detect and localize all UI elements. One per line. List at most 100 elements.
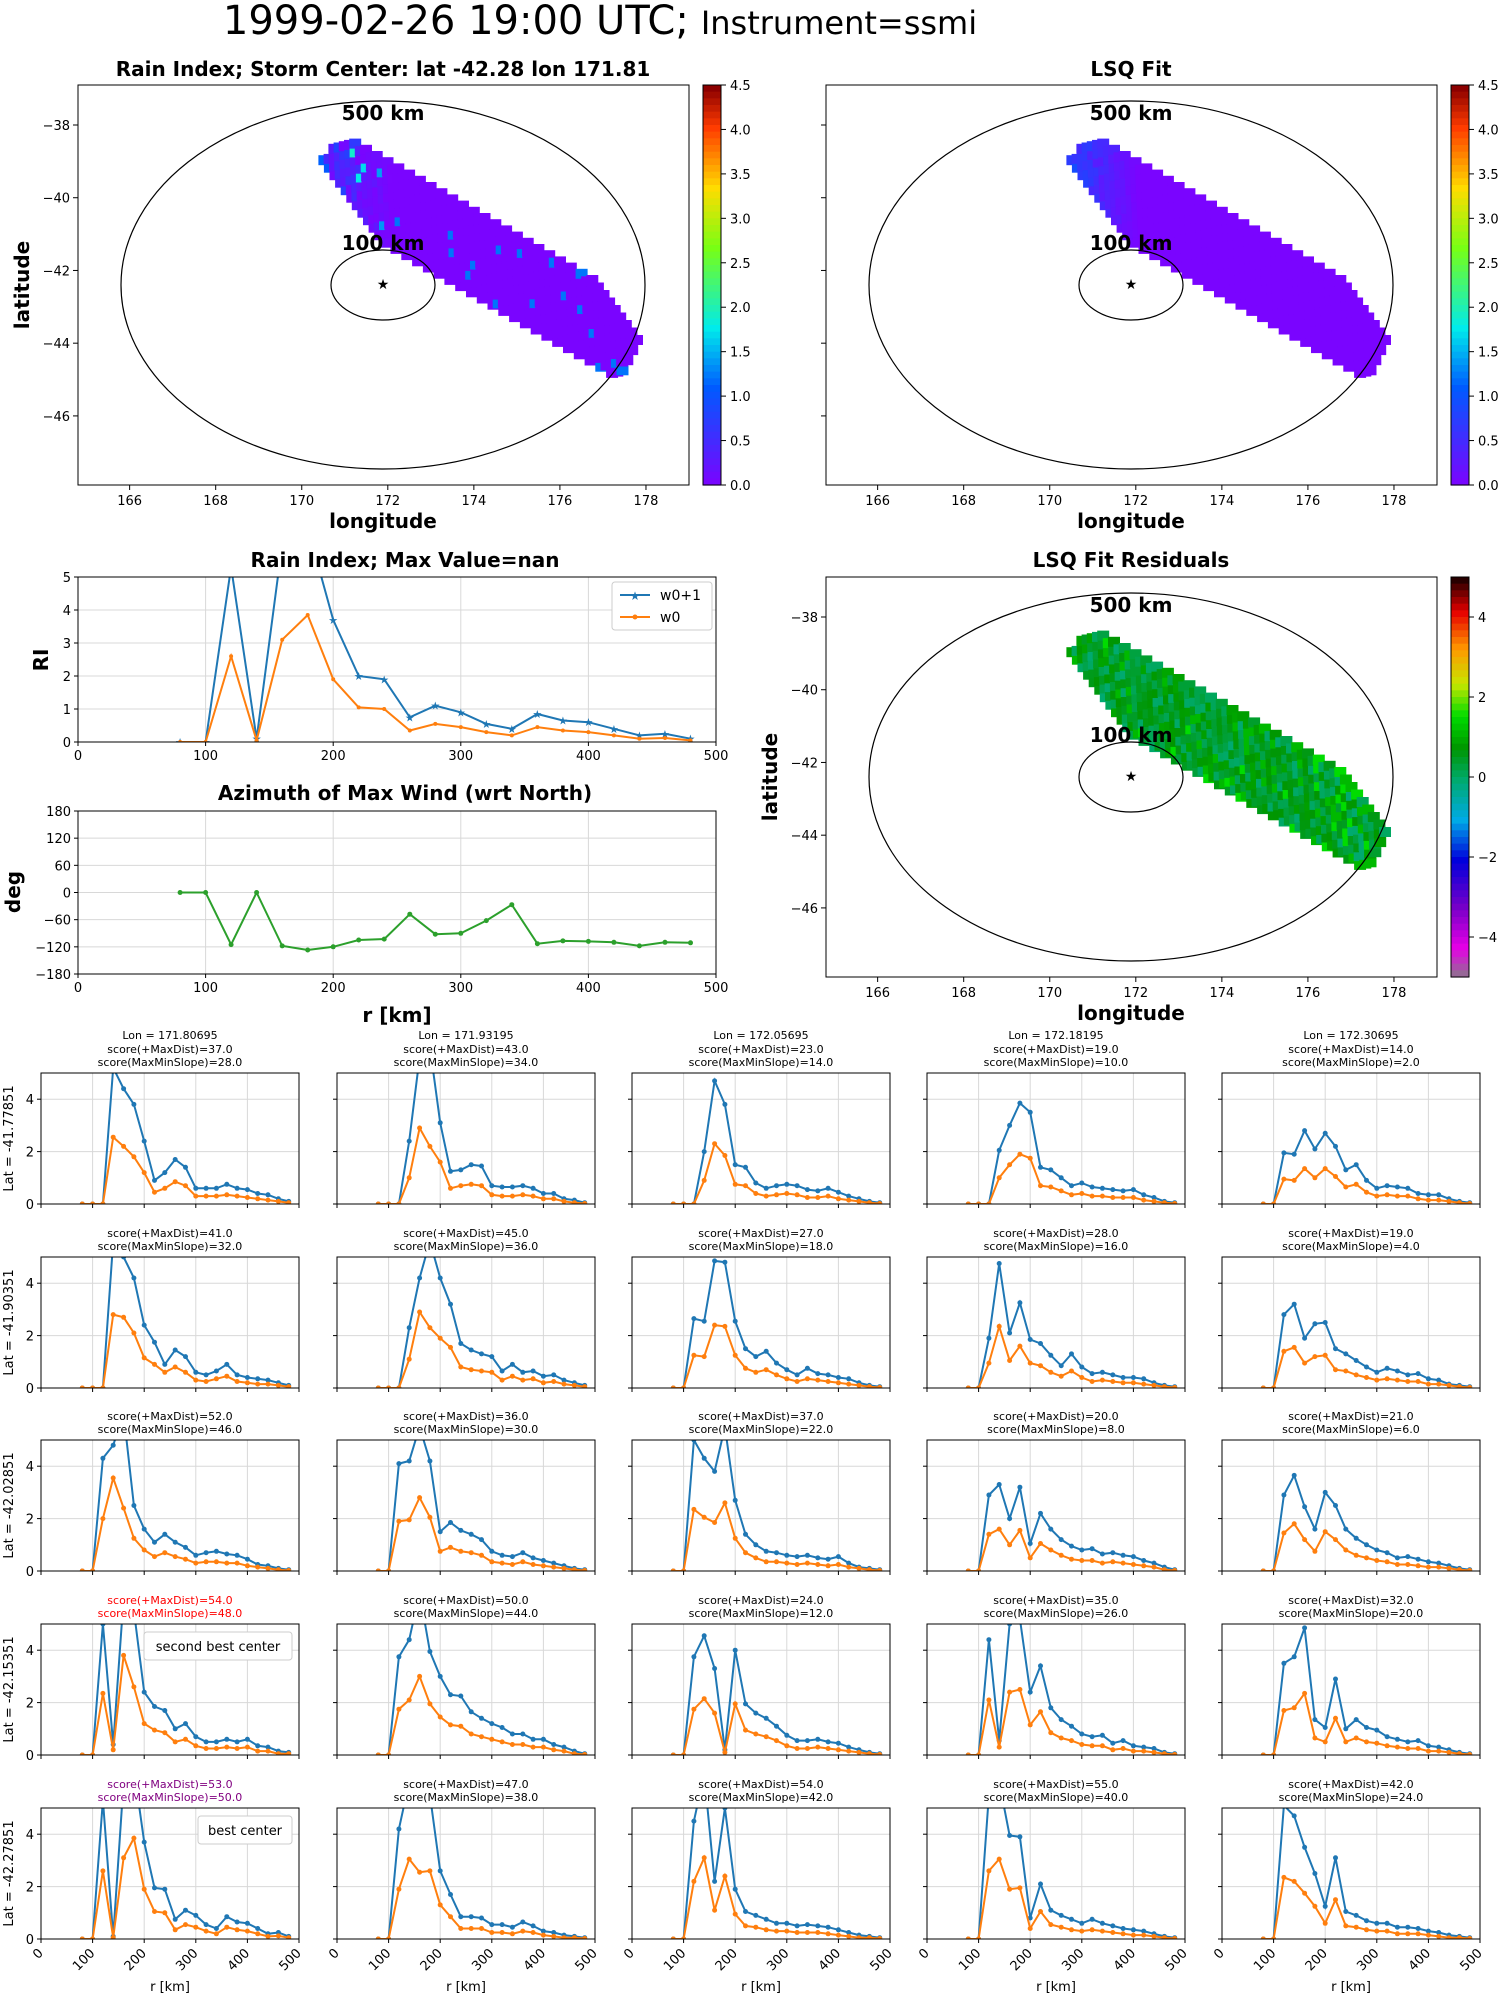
w0-point	[691, 1706, 697, 1712]
panel-score-maxminslope: score(MaxMinSlope)=20.0	[1279, 1607, 1424, 1620]
swath-cell	[1215, 698, 1228, 709]
plot-area	[177, 890, 693, 953]
w0-point	[743, 1727, 748, 1733]
candidate-panel: Lon = 172.18195score(+MaxDist)=19.0score…	[923, 1029, 1186, 1208]
w0-point	[763, 1734, 769, 1740]
ring-label-100km: 100 km	[1090, 723, 1173, 747]
swath-cell	[626, 345, 639, 356]
colorbar-band	[1451, 171, 1469, 179]
colorbar-tick-label: 4.5	[1478, 79, 1499, 94]
w0p1-point	[520, 1919, 526, 1925]
w0-point	[701, 1354, 707, 1360]
w0-point	[571, 1567, 577, 1571]
w0-point	[804, 1746, 810, 1751]
w0-point	[1110, 1195, 1116, 1200]
w0p1-point	[1364, 1918, 1369, 1924]
x-tick-label: 200	[713, 1946, 741, 1974]
colorbar-band	[1451, 385, 1469, 393]
candidate-panel: score(+MaxDist)=52.0score(MaxMinSlope)=4…	[2, 1410, 300, 1580]
candidate-panel: score(+MaxDist)=53.0score(MaxMinSlope)=5…	[2, 1778, 305, 1995]
w0-point	[437, 1159, 443, 1165]
w0p1-point	[691, 1316, 697, 1322]
w0-point	[1425, 1564, 1431, 1570]
colorbar-band	[1451, 125, 1469, 133]
w0-point	[121, 1143, 127, 1149]
colorbar-band	[1451, 438, 1469, 446]
w0-point	[100, 1385, 106, 1388]
swath-cell	[1323, 760, 1336, 771]
azimuth-point	[534, 941, 540, 947]
x-tick-label: 200	[1303, 1946, 1331, 1974]
panel-lon-label: Lon = 171.80695	[122, 1029, 217, 1042]
panel-score-maxdist: score(+MaxDist)=54.0	[107, 1594, 232, 1607]
plot-frame	[631, 1807, 891, 1940]
w0-point	[1130, 1748, 1136, 1754]
w0-point	[520, 1377, 526, 1383]
w0p1-point	[1322, 1130, 1328, 1136]
x-tick-label: 0	[1211, 1946, 1227, 1962]
w0-point	[110, 1747, 116, 1753]
w0-point	[396, 1886, 402, 1892]
w0-point	[1467, 1936, 1473, 1939]
colorbar-band	[1451, 697, 1469, 705]
w0-point	[234, 1193, 240, 1199]
w0p1-point	[763, 1916, 769, 1922]
plot-frame	[40, 1807, 300, 1940]
w0p1-line	[968, 1101, 1175, 1204]
plot-frame	[336, 1623, 596, 1756]
x-tick-label: 174	[461, 494, 486, 509]
w0p1-point	[701, 1318, 707, 1324]
w0-point	[670, 1201, 676, 1204]
w0-point	[1161, 1751, 1167, 1755]
w0-point	[1312, 1735, 1318, 1741]
w0-point	[427, 1514, 433, 1520]
colorbar-band	[1451, 617, 1469, 625]
w0p1-point	[509, 1361, 515, 1367]
w0-point	[1302, 1537, 1308, 1543]
w0-point	[835, 1562, 841, 1567]
w0-point	[1467, 1568, 1473, 1571]
w0p1-point	[183, 1354, 188, 1360]
w0-point	[499, 1739, 505, 1745]
w0-point	[265, 1381, 271, 1387]
y-tick-label: −42	[43, 264, 70, 279]
w0-point	[1394, 1744, 1400, 1750]
w0-point	[275, 1751, 281, 1755]
w0-point	[877, 1936, 883, 1939]
second-best-legend-label: second best center	[156, 1640, 281, 1655]
azimuth-point	[279, 943, 285, 949]
colorbar-band	[1451, 358, 1469, 366]
w0-point	[996, 1526, 1002, 1532]
colorbar-band	[703, 351, 721, 359]
w0-point	[663, 736, 667, 740]
w0p1-point	[1089, 1184, 1095, 1190]
w0-point	[265, 1197, 271, 1203]
y-tick-label: 2	[26, 1513, 34, 1528]
w0-point	[1374, 1928, 1380, 1934]
w0p1-point	[540, 1373, 546, 1379]
w0-point	[722, 1323, 728, 1329]
azimuth-point	[585, 938, 591, 944]
colorbar-tick-label: 2.0	[1478, 301, 1499, 316]
y-tick-label: −44	[43, 337, 70, 352]
w0-point	[996, 1744, 1002, 1750]
colorbar-band	[1451, 351, 1469, 359]
w0p1-point	[1130, 1187, 1136, 1193]
swath-cell	[1194, 194, 1207, 205]
colorbar-band	[1451, 111, 1469, 119]
w0-point	[561, 1935, 567, 1939]
x-tick-label: 300	[448, 981, 473, 996]
w0-point	[856, 1749, 862, 1755]
w0p1-point	[1089, 1916, 1095, 1922]
w0-point	[1456, 1200, 1462, 1204]
w0-point	[1099, 1560, 1105, 1566]
w0p1-point	[1281, 1660, 1287, 1666]
x-tick-label: 400	[225, 1946, 253, 1974]
w0-point	[1260, 1385, 1266, 1388]
swath-cell	[1129, 649, 1142, 660]
w0p1-point	[1353, 1535, 1359, 1541]
w0p1-point	[825, 1924, 831, 1930]
panel-score-maxminslope: score(MaxMinSlope)=12.0	[689, 1607, 834, 1620]
w0-point	[509, 1373, 515, 1379]
